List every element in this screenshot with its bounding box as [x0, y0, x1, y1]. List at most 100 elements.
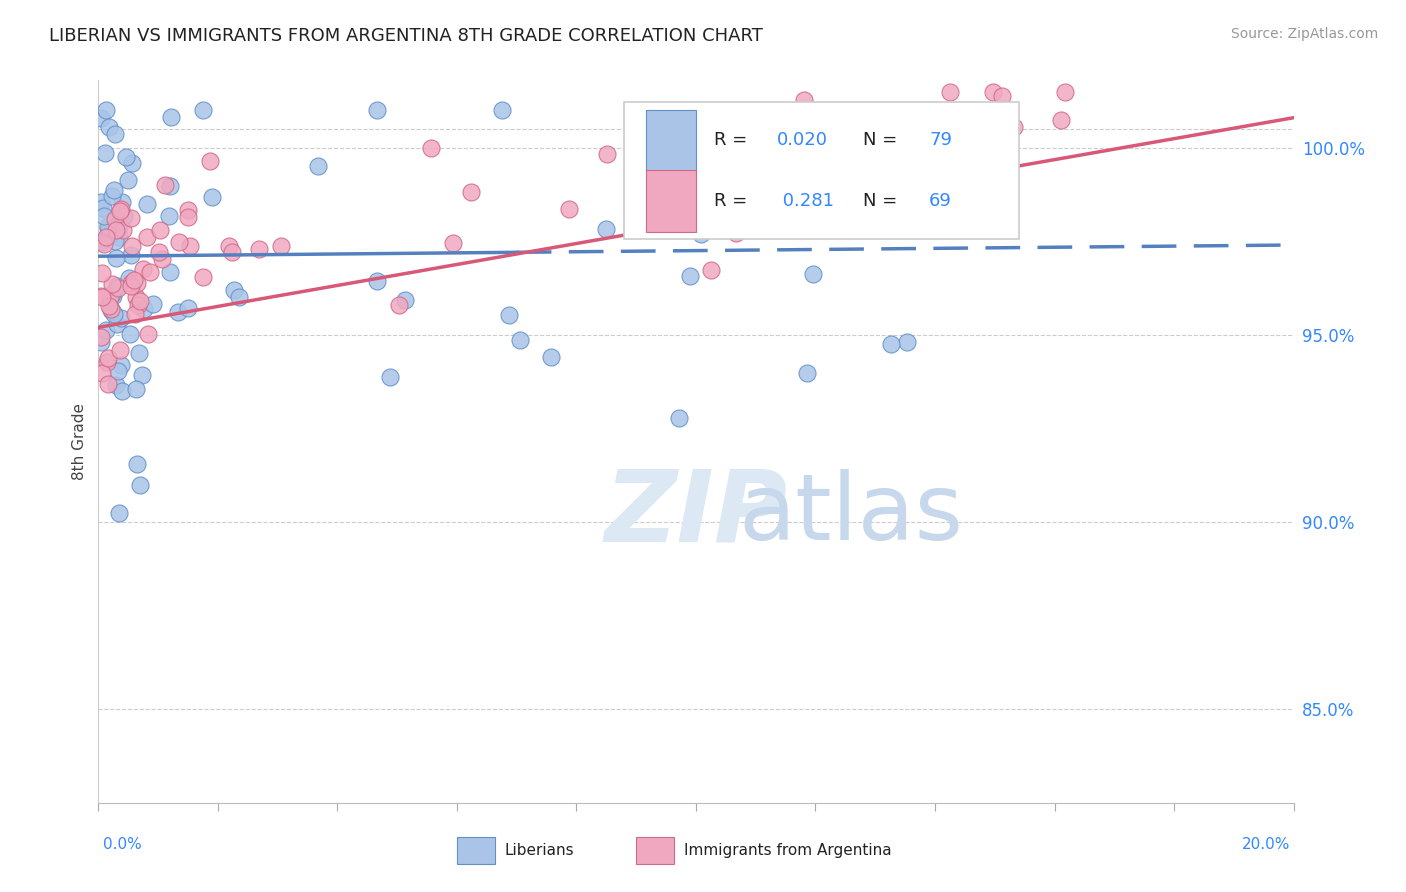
Point [94, 146, 117, 161]
Text: Source: ZipAtlas.com: Source: ZipAtlas.com [1230, 27, 1378, 41]
Point [104, 211, 127, 226]
Point [228, 290, 250, 304]
Point [105, 278, 128, 293]
Point [193, 270, 215, 285]
Point [97, 351, 120, 365]
Point [110, 202, 132, 216]
Point [112, 223, 135, 237]
Point [93, 237, 115, 252]
Point [118, 270, 141, 285]
Point [90, 111, 112, 125]
Text: 79: 79 [929, 131, 952, 149]
Text: Liberians: Liberians [505, 843, 575, 858]
Text: 0.020: 0.020 [778, 131, 828, 149]
Point [139, 265, 162, 279]
Point [700, 263, 723, 277]
Point [111, 384, 134, 398]
Point [107, 364, 129, 378]
Point [179, 239, 201, 253]
Point [153, 178, 176, 192]
Text: atlas: atlas [738, 469, 965, 558]
Point [103, 183, 125, 197]
Point [108, 230, 131, 244]
Point [307, 160, 329, 174]
Point [222, 283, 245, 297]
Point [668, 411, 690, 425]
Point [125, 290, 148, 304]
Point [91, 202, 114, 216]
Point [91, 291, 114, 305]
Point [97, 219, 120, 233]
Point [101, 303, 124, 318]
Point [108, 506, 131, 520]
Point [91, 366, 114, 380]
Point [679, 269, 702, 284]
Point [128, 478, 150, 492]
Point [108, 203, 131, 218]
Point [108, 343, 131, 358]
Point [378, 370, 401, 384]
Point [938, 85, 960, 99]
Point [105, 317, 128, 331]
Point [157, 209, 180, 223]
Point [100, 302, 122, 317]
Point [110, 195, 132, 210]
Point [198, 154, 221, 169]
Point [191, 103, 214, 118]
Bar [645, 170, 696, 232]
Point [491, 103, 513, 118]
Text: 0.281: 0.281 [778, 192, 834, 210]
Point [104, 377, 127, 392]
Point [775, 157, 797, 171]
Point [177, 211, 200, 225]
Point [142, 297, 165, 311]
Point [441, 235, 464, 250]
Bar [637, 837, 675, 864]
Point [160, 111, 183, 125]
Point [105, 211, 128, 226]
Point [120, 278, 142, 293]
Point [125, 457, 148, 471]
Point [177, 203, 200, 218]
Point [595, 222, 617, 236]
Text: ZIP: ZIP [605, 466, 787, 562]
Text: N =: N = [863, 192, 897, 210]
Point [366, 103, 388, 118]
Point [149, 222, 172, 236]
Point [120, 276, 142, 290]
Point [685, 168, 707, 182]
Point [796, 366, 818, 380]
Point [388, 298, 411, 312]
Point [136, 197, 159, 211]
Point [90, 289, 112, 303]
Point [96, 355, 118, 369]
Point [138, 326, 160, 341]
Point [120, 211, 142, 226]
Point [101, 289, 124, 303]
Point [366, 274, 388, 288]
FancyBboxPatch shape [624, 102, 1019, 239]
Point [101, 189, 124, 203]
Point [112, 209, 135, 223]
Point [159, 179, 181, 194]
Text: 69: 69 [929, 192, 952, 210]
Point [90, 195, 112, 210]
Text: R =: R = [714, 131, 752, 149]
Point [93, 209, 115, 223]
Point [104, 223, 127, 237]
Point [177, 301, 200, 315]
Point [716, 143, 738, 157]
Point [90, 334, 112, 349]
Point [540, 350, 562, 364]
Point [107, 280, 129, 294]
Point [125, 276, 148, 290]
Point [419, 141, 441, 155]
Point [801, 267, 824, 281]
Point [991, 88, 1014, 103]
Bar [457, 837, 495, 864]
Point [596, 147, 619, 161]
Point [394, 293, 416, 307]
Point [90, 235, 112, 250]
Point [110, 311, 132, 326]
Text: 20.0%: 20.0% [1243, 838, 1291, 852]
